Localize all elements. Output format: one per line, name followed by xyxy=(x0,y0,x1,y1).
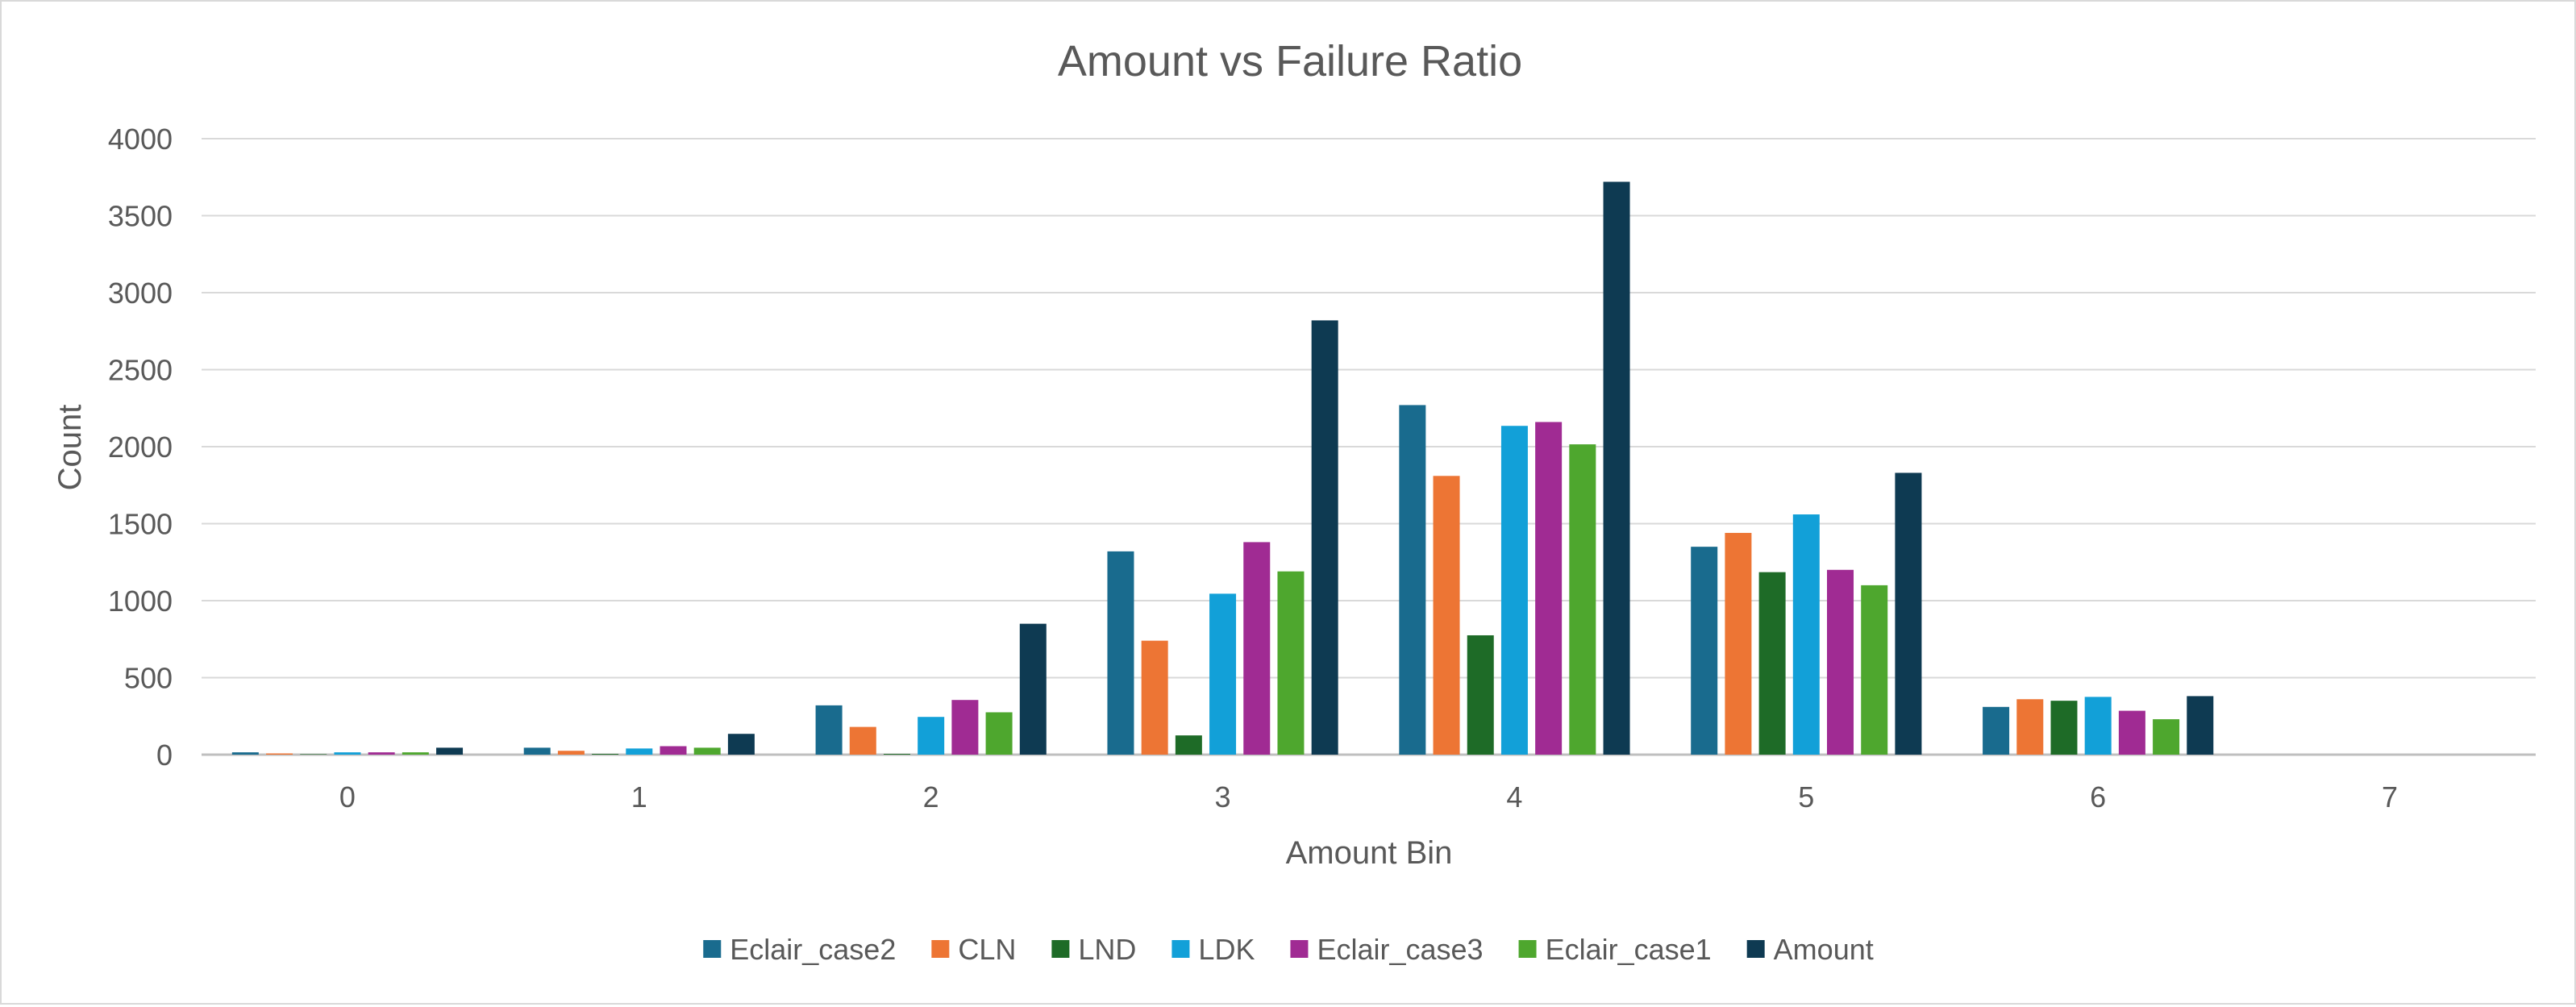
y-tick-label: 3000 xyxy=(108,277,173,310)
legend-label: CLN xyxy=(958,933,1016,966)
bar-eclair-case1-bin-4 xyxy=(1569,444,1596,755)
y-tick-label: 4000 xyxy=(108,123,173,156)
bar-eclair-case1-bin-6 xyxy=(2153,719,2180,755)
bar-eclair-case1-bin-0 xyxy=(402,752,429,755)
gridlines xyxy=(202,138,2536,756)
legend-label: Eclair_case1 xyxy=(1546,933,1712,966)
y-tick-label: 0 xyxy=(156,739,173,772)
y-tick-label: 500 xyxy=(124,662,173,695)
x-tick-label: 7 xyxy=(2382,780,2398,814)
legend-swatch xyxy=(1746,940,1765,958)
bar-ldk-bin-1 xyxy=(626,748,653,755)
bar-ldk-bin-5 xyxy=(1792,514,1820,755)
legend-item-eclair-case1: Eclair_case1 xyxy=(1518,933,1712,966)
bar-amount-bin-2 xyxy=(1019,623,1047,755)
x-tick-label: 5 xyxy=(1798,780,1814,814)
y-axis-label: Count xyxy=(52,405,88,491)
bar-eclair-case1-bin-2 xyxy=(985,712,1013,755)
bar-eclair-case3-bin-3 xyxy=(1243,542,1271,755)
legend-item-cln: CLN xyxy=(931,933,1016,966)
x-tick-label: 6 xyxy=(2090,780,2106,814)
bar-cln-bin-2 xyxy=(849,726,876,755)
legend-label: Eclair_case3 xyxy=(1317,933,1483,966)
x-tick-label: 3 xyxy=(1215,780,1231,814)
bar-cln-bin-5 xyxy=(1725,532,1752,755)
y-tick-label: 2500 xyxy=(108,354,173,387)
bar-eclair-case2-bin-0 xyxy=(231,752,259,755)
bar-lnd-bin-6 xyxy=(2050,701,2078,755)
bar-lnd-bin-3 xyxy=(1175,735,1202,755)
x-tick-label: 0 xyxy=(339,780,356,814)
bar-eclair-case2-bin-1 xyxy=(523,747,551,755)
bar-eclair-case2-bin-2 xyxy=(815,705,843,755)
bar-cln-bin-3 xyxy=(1141,640,1168,755)
y-axis-ticks: 0 500 1000 1500 2000 2500 3000 3500 4000 xyxy=(108,123,173,772)
legend-swatch xyxy=(1051,940,1070,958)
bar-ldk-bin-6 xyxy=(2084,697,2112,755)
bar-eclair-case2-bin-3 xyxy=(1107,551,1134,755)
bar-eclair-case2-bin-5 xyxy=(1691,547,1718,755)
bar-amount-bin-4 xyxy=(1603,181,1630,755)
bar-amount-bin-1 xyxy=(727,734,755,755)
bar-ldk-bin-0 xyxy=(334,752,361,755)
bar-eclair-case1-bin-3 xyxy=(1277,571,1305,755)
y-tick-label: 1500 xyxy=(108,508,173,541)
legend-item-lnd: LND xyxy=(1051,933,1136,966)
bar-cln-bin-4 xyxy=(1433,476,1460,755)
bar-ldk-bin-4 xyxy=(1500,426,1528,755)
y-tick-label: 3500 xyxy=(108,200,173,233)
bar-lnd-bin-5 xyxy=(1758,572,1786,755)
bar-lnd-bin-0 xyxy=(300,754,327,755)
x-tick-label: 4 xyxy=(1506,780,1522,814)
bar-eclair-case3-bin-2 xyxy=(951,700,979,755)
legend-swatch xyxy=(1518,940,1537,958)
bar-eclair-case3-bin-1 xyxy=(660,746,687,755)
legend-label: LND xyxy=(1078,933,1136,966)
legend-label: LDK xyxy=(1198,933,1255,966)
bar-amount-bin-6 xyxy=(2187,696,2214,755)
bar-eclair-case2-bin-4 xyxy=(1399,405,1426,755)
legend-swatch xyxy=(1171,940,1190,958)
bar-amount-bin-0 xyxy=(436,747,464,755)
bar-cln-bin-0 xyxy=(266,753,293,755)
x-axis-ticks: 0 1 2 3 4 5 6 7 xyxy=(339,780,2398,814)
legend-swatch xyxy=(1290,940,1309,958)
bar-lnd-bin-2 xyxy=(883,754,910,755)
bar-eclair-case3-bin-0 xyxy=(368,752,395,755)
legend: Eclair_case2 CLN LND LDK Eclair_case3 Eclair_… xyxy=(703,933,1874,966)
bar-ldk-bin-2 xyxy=(918,717,945,755)
bar-amount-bin-5 xyxy=(1895,472,1922,755)
bar-amount-bin-3 xyxy=(1311,320,1338,755)
bar-eclair-case2-bin-6 xyxy=(1983,706,2010,755)
y-tick-label: 2000 xyxy=(108,431,173,464)
bar-lnd-bin-4 xyxy=(1467,635,1494,755)
bar-cln-bin-1 xyxy=(557,751,585,755)
y-tick-label: 1000 xyxy=(108,585,173,618)
bar-eclair-case1-bin-1 xyxy=(693,747,721,755)
bar-ldk-bin-3 xyxy=(1209,593,1237,755)
legend-item-ldk: LDK xyxy=(1171,933,1255,966)
bar-eclair-case1-bin-5 xyxy=(1861,585,1888,755)
x-tick-label: 1 xyxy=(631,780,647,814)
legend-label: Amount xyxy=(1774,933,1874,966)
bar-cln-bin-6 xyxy=(2016,699,2044,755)
chart-title: Amount vs Failure Ratio xyxy=(1058,37,1522,85)
bar-lnd-bin-1 xyxy=(592,754,619,755)
bars xyxy=(231,181,2214,755)
bar-eclair-case3-bin-4 xyxy=(1535,422,1563,755)
legend-swatch xyxy=(931,940,950,958)
legend-item-eclair-case2: Eclair_case2 xyxy=(703,933,896,966)
legend-label: Eclair_case2 xyxy=(730,933,896,966)
legend-swatch xyxy=(703,940,722,958)
x-axis-label: Amount Bin xyxy=(1286,835,1453,871)
bar-eclair-case3-bin-6 xyxy=(2118,710,2145,755)
x-tick-label: 2 xyxy=(923,780,939,814)
bar-eclair-case3-bin-5 xyxy=(1827,569,1854,755)
legend-item-eclair-case3: Eclair_case3 xyxy=(1290,933,1484,966)
legend-item-amount: Amount xyxy=(1746,933,1874,966)
